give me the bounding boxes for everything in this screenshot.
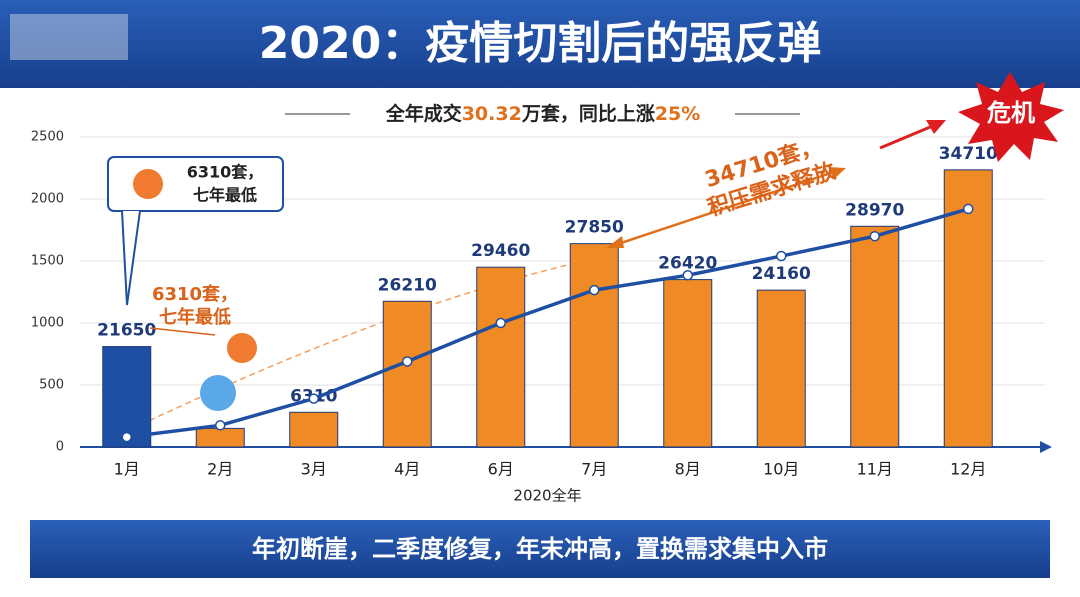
bar bbox=[102, 346, 152, 448]
title: 2020：疫情切割后的强反弹 bbox=[259, 18, 821, 69]
virus-icon bbox=[227, 333, 257, 363]
logo-placeholder bbox=[10, 14, 128, 60]
x-tick-label: 8月 bbox=[675, 460, 701, 479]
virus-icon bbox=[200, 375, 236, 411]
arrow-head bbox=[926, 120, 946, 134]
header-bar bbox=[0, 0, 1080, 88]
bar bbox=[569, 243, 619, 448]
data-label: 28970 bbox=[845, 200, 904, 220]
x-axis-arrow bbox=[1040, 441, 1052, 453]
x-tick-label: 12月 bbox=[950, 460, 986, 479]
data-label: 26210 bbox=[378, 275, 437, 295]
line-point bbox=[308, 393, 319, 404]
note-pointer bbox=[149, 327, 216, 336]
bar bbox=[476, 266, 526, 448]
line-point bbox=[495, 317, 506, 329]
y-tick-label: 1000 bbox=[31, 316, 64, 331]
data-label: 24160 bbox=[752, 264, 811, 284]
y-tick-label: 1500 bbox=[31, 254, 64, 269]
span-arrow bbox=[611, 168, 841, 248]
bar bbox=[382, 300, 432, 448]
line-point bbox=[215, 420, 226, 431]
line-point bbox=[589, 284, 600, 296]
line-point bbox=[963, 203, 974, 215]
bar bbox=[289, 411, 339, 448]
plot: 0 500 1000 1500 2000 2500 2020全年 1月 21650 2月 3月 631… bbox=[31, 130, 1052, 505]
x-axis-label: 2020全年 bbox=[513, 487, 581, 505]
data-label: 27850 bbox=[565, 218, 624, 238]
subtitle-part: 30.32 bbox=[462, 103, 522, 125]
x-tick-label: 1月 bbox=[114, 460, 140, 479]
footer-bar bbox=[30, 520, 1050, 578]
line-point bbox=[682, 270, 693, 281]
note-text: 七年最低 bbox=[159, 306, 231, 328]
subtitle: 全年成交30.32万套，同比上涨25% bbox=[385, 102, 701, 125]
x-tick-label: 3月 bbox=[301, 460, 327, 479]
bar bbox=[943, 169, 993, 448]
bar bbox=[850, 225, 900, 448]
bar bbox=[195, 427, 245, 448]
line bbox=[126, 207, 969, 439]
virus-icon bbox=[133, 169, 163, 199]
line-point bbox=[776, 250, 787, 262]
line-point bbox=[121, 431, 132, 443]
arrow-note: 34710套， 积压需求释放 bbox=[702, 133, 839, 222]
footer-text: 年初断崖，二季度修复，年末冲高，置换需求集中入市 bbox=[252, 535, 828, 563]
x-tick-label: 10月 bbox=[763, 460, 799, 479]
data-label: 21650 bbox=[97, 321, 156, 341]
bar bbox=[756, 289, 806, 448]
x-tick-label: 7月 bbox=[581, 460, 607, 479]
y-tick-label: 0 bbox=[56, 440, 64, 455]
x-tick-label: 2月 bbox=[207, 460, 233, 479]
callout-text: 6310套， bbox=[187, 163, 264, 182]
x-tick-label: 6月 bbox=[488, 460, 514, 479]
bar bbox=[663, 279, 713, 448]
x-tick-label: 4月 bbox=[394, 460, 420, 479]
y-tick-label: 2000 bbox=[31, 192, 64, 207]
line-point bbox=[869, 230, 880, 242]
y-tick-label: 500 bbox=[39, 378, 64, 393]
line-point bbox=[402, 356, 413, 367]
crisis-arrow bbox=[879, 123, 936, 150]
data-label: 26420 bbox=[658, 254, 717, 274]
data-label: 34710 bbox=[939, 144, 998, 164]
subtitle-part: 全年成交 bbox=[385, 102, 462, 125]
data-label: 29460 bbox=[471, 241, 530, 261]
y-tick-label: 2500 bbox=[31, 130, 64, 145]
x-tick-label: 11月 bbox=[857, 460, 893, 479]
subtitle-part: 万套，同比上涨 bbox=[521, 102, 655, 125]
note-text: 6310套， bbox=[152, 283, 238, 305]
subtitle-part: 25% bbox=[655, 103, 700, 125]
callout-text: 七年最低 bbox=[193, 186, 257, 205]
badge-text: 危机 bbox=[987, 99, 1035, 127]
callout-pointer bbox=[121, 210, 141, 306]
badge-burst bbox=[958, 72, 1064, 162]
